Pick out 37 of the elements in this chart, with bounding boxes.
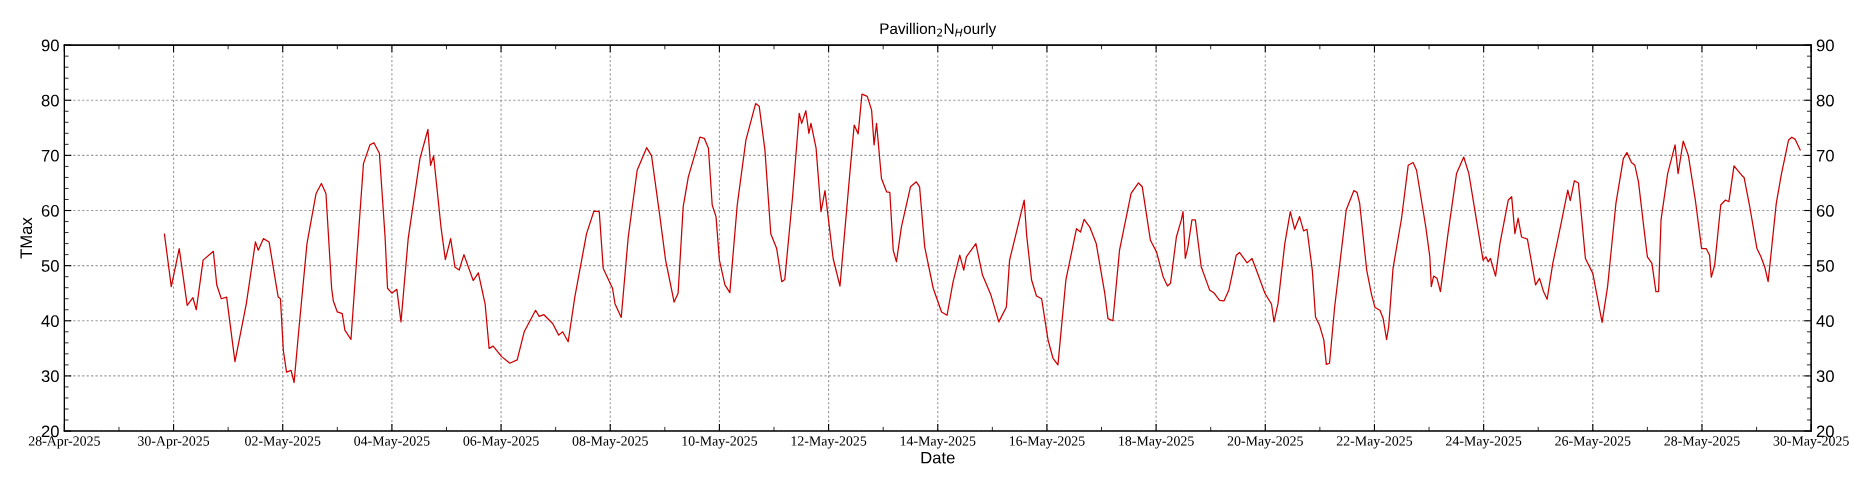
- x-tick-label: 24-May-2025: [1446, 436, 1522, 449]
- y-tick-label: 50: [41, 260, 59, 272]
- x-tick-label: 06-May-2025: [463, 436, 539, 449]
- x-tick-label: 20-May-2025: [1227, 436, 1303, 449]
- x-tick-label: 18-May-2025: [1119, 436, 1194, 449]
- y2-tick-label: 40: [1816, 315, 1834, 327]
- y-tick-label: 70: [41, 149, 59, 162]
- x-axis-title: Date: [921, 451, 955, 464]
- x-tick-label: 08-May-2025: [572, 436, 648, 449]
- y-tick-label: 20: [41, 425, 59, 438]
- x-tick-label: 10-May-2025: [682, 436, 758, 449]
- x-tick-label: 16-May-2025: [1009, 436, 1085, 449]
- x-tick-label: 28-Apr-2025: [28, 436, 100, 449]
- y-tick-label: 90: [41, 39, 59, 52]
- y-axis-title: TMax: [20, 217, 33, 259]
- y2-tick-label: 20: [1816, 425, 1834, 438]
- y2-tick-label: 30: [1816, 370, 1834, 383]
- x-tick-label: 30-May-2025: [1773, 436, 1849, 449]
- x-tick-label: 14-May-2025: [900, 436, 976, 449]
- y-tick-label: 30: [41, 370, 59, 383]
- chart-title: Pavillion$_{2}$N$_{H}$ourly: [880, 22, 997, 38]
- y-tick-label: 60: [41, 204, 59, 217]
- x-tick-label: 26-May-2025: [1555, 436, 1631, 449]
- y2-tick-label: 50: [1816, 260, 1834, 272]
- x-tick-label: 04-May-2025: [354, 436, 430, 449]
- x-tick-label: 02-May-2025: [245, 436, 321, 449]
- y-tick-label: 80: [41, 94, 59, 107]
- y2-tick-label: 90: [1816, 39, 1834, 52]
- y2-tick-label: 80: [1816, 94, 1834, 107]
- x-tick-label: 12-May-2025: [791, 436, 867, 449]
- y2-tick-label: 60: [1816, 204, 1834, 217]
- x-tick-label: 22-May-2025: [1336, 436, 1413, 449]
- x-tick-label: 28-May-2025: [1664, 436, 1740, 449]
- y-tick-label: 40: [41, 315, 59, 327]
- y2-tick-label: 70: [1816, 149, 1834, 162]
- line-series: [163, 93, 1801, 384]
- x-tick-label: 30-Apr-2025: [138, 436, 210, 449]
